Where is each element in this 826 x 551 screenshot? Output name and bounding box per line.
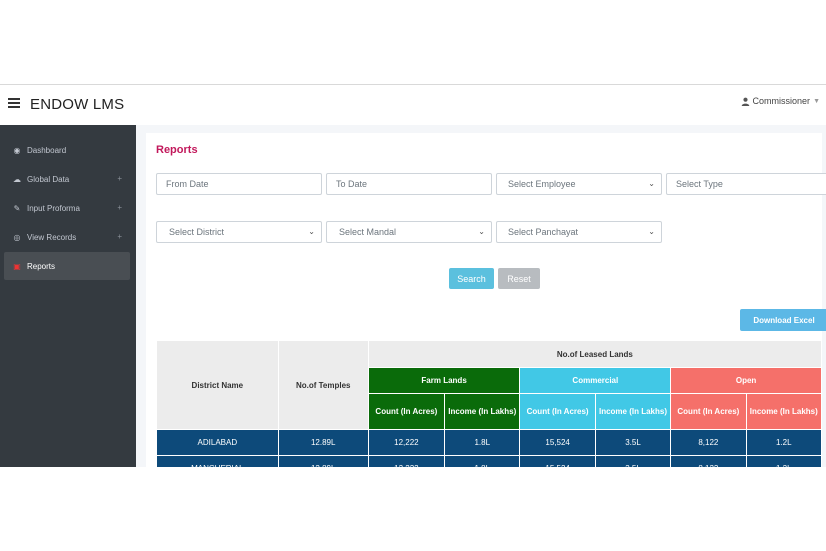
sidebar-item-dashboard[interactable]: ◉ Dashboard (4, 136, 130, 164)
sidebar-item-reports[interactable]: ▣ Reports (4, 252, 130, 280)
chevron-down-icon: ⌄ (648, 227, 655, 236)
column-header-temples: No.of Temples (277, 340, 369, 430)
cell-open-count: 8,122 (670, 429, 747, 456)
user-icon (741, 97, 749, 106)
cell-temples: 12.89L (277, 455, 369, 467)
cell-open-count: 8,122 (670, 455, 747, 467)
commercial-header: Commercial (519, 367, 672, 394)
sidebar-item-label: Reports (27, 261, 56, 271)
chevron-down-icon: ⌄ (308, 227, 315, 236)
search-button[interactable]: Search (449, 268, 494, 289)
cell-commercial-count: 15,524 (519, 429, 596, 456)
open-header: Open (670, 367, 822, 394)
user-menu[interactable]: Commissioner ▼ (741, 96, 820, 106)
hamburger-menu-icon[interactable] (8, 98, 20, 108)
to-date-placeholder: To Date (336, 179, 368, 189)
employee-select[interactable]: Select Employee ⌄ (496, 173, 662, 195)
district-select[interactable]: Select District ⌄ (156, 221, 322, 243)
caret-down-icon: ▼ (813, 97, 820, 105)
commercial-income-header: Income (In Lakhs) (594, 393, 672, 430)
pdf-file-icon: ▣ (13, 261, 21, 271)
mandal-select[interactable]: Select Mandal ⌄ (326, 221, 492, 243)
cell-commercial-income: 3.5L (594, 429, 672, 456)
cell-farm-income: 1.8L (444, 455, 521, 467)
type-select[interactable]: Select Type (666, 173, 826, 195)
sidebar-item-input-proforma[interactable]: ✎ Input Proforma + (4, 194, 130, 222)
table-row: ADILABAD 12.89L 12,222 1.8L 15,524 3.5L … (156, 429, 823, 456)
chevron-down-icon: ⌄ (478, 227, 485, 236)
chevron-down-icon: ⌄ (648, 179, 655, 188)
farm-count-header: Count (In Acres) (367, 393, 446, 430)
sidebar-item-global-data[interactable]: ☁ Global Data + (4, 165, 130, 193)
cell-temples: 12.89L (277, 429, 369, 456)
expand-icon: + (117, 232, 122, 241)
from-date-input[interactable]: From Date (156, 173, 322, 195)
district-select-value: Select District (169, 227, 225, 237)
employee-select-value: Select Employee (508, 179, 576, 189)
column-header-district: District Name (156, 340, 279, 430)
top-navbar: ENDOW LMS Commissioner ▼ (0, 85, 826, 125)
cloud-icon: ☁ (13, 174, 21, 184)
cell-commercial-income: 3.5L (594, 455, 672, 467)
to-date-input[interactable]: To Date (326, 173, 492, 195)
sidebar: ◉ Dashboard ☁ Global Data + ✎ Input Prof… (0, 125, 136, 467)
from-date-placeholder: From Date (166, 179, 209, 189)
mandal-select-value: Select Mandal (339, 227, 397, 237)
commercial-count-header: Count (In Acres) (519, 393, 596, 430)
column-group-header: No.of Leased Lands (367, 340, 823, 368)
panchayat-select-value: Select Panchayat (508, 227, 579, 237)
sidebar-item-label: Dashboard (27, 145, 67, 155)
panchayat-select[interactable]: Select Panchayat ⌄ (496, 221, 662, 243)
cell-open-income: 1.2L (745, 429, 823, 456)
user-name: Commissioner (752, 96, 811, 106)
cell-farm-count: 12,222 (367, 455, 446, 467)
eye-icon: ◎ (13, 232, 21, 242)
expand-icon: + (117, 174, 122, 183)
sidebar-item-label: Global Data (27, 174, 70, 184)
cell-commercial-count: 15,524 (519, 455, 596, 467)
app-title: ENDOW LMS (30, 96, 125, 113)
type-select-value: Select Type (676, 179, 723, 189)
cell-farm-income: 1.8L (444, 429, 521, 456)
farm-lands-header: Farm Lands (367, 367, 521, 394)
farm-income-header: Income (In Lakhs) (444, 393, 521, 430)
edit-icon: ✎ (13, 203, 21, 213)
cell-district: MANCHERIAL (156, 455, 279, 467)
sidebar-item-label: Input Proforma (27, 203, 80, 213)
sidebar-item-label: View Records (27, 232, 77, 242)
tachometer-icon: ◉ (13, 145, 21, 155)
cell-district: ADILABAD (156, 429, 279, 456)
cell-open-income: 1.2L (745, 455, 823, 467)
reset-button[interactable]: Reset (498, 268, 540, 289)
report-table: District Name No.of Temples No.of Leased… (156, 340, 823, 467)
download-excel-button[interactable]: Download Excel (740, 309, 826, 331)
open-count-header: Count (In Acres) (670, 393, 747, 430)
page-title: Reports (156, 144, 198, 156)
main-content: Reports From Date To Date Select Employe… (136, 125, 826, 467)
expand-icon: + (117, 203, 122, 212)
reports-card: Reports From Date To Date Select Employe… (146, 133, 826, 467)
open-income-header: Income (In Lakhs) (745, 393, 823, 430)
sidebar-item-view-records[interactable]: ◎ View Records + (4, 223, 130, 251)
app-window: ENDOW LMS Commissioner ▼ ◉ Dashboard ☁ G… (0, 84, 826, 467)
table-row: MANCHERIAL 12.89L 12,222 1.8L 15,524 3.5… (156, 455, 823, 467)
cell-farm-count: 12,222 (367, 429, 446, 456)
